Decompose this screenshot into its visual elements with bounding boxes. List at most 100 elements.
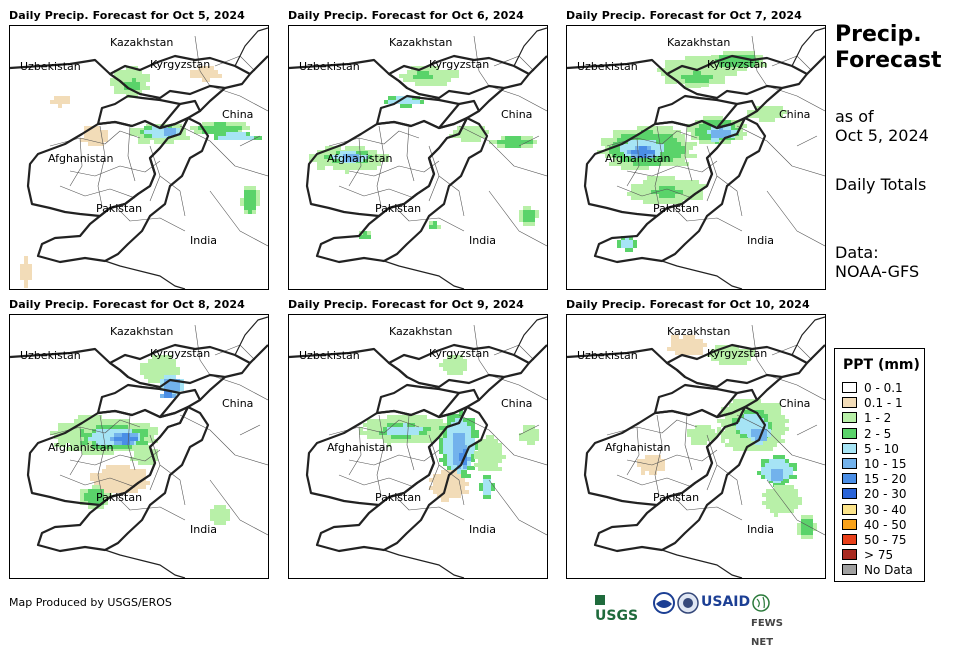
precip-cell	[755, 429, 759, 433]
precip-cell	[771, 114, 775, 118]
precip-cell	[172, 375, 176, 379]
precip-cell	[725, 415, 729, 419]
precip-cell	[782, 509, 786, 513]
precip-cell	[427, 439, 431, 443]
precip-cell	[617, 158, 621, 162]
precip-cell	[114, 481, 118, 485]
precip-cell	[441, 482, 445, 486]
precip-cell	[449, 449, 453, 453]
precip-cell	[721, 423, 725, 427]
precip-cell	[58, 435, 62, 439]
precip-cell	[359, 427, 363, 431]
precip-cell	[620, 156, 624, 160]
precip-cell	[809, 515, 813, 519]
precip-cell	[605, 138, 609, 142]
precip-cell	[112, 429, 116, 433]
legend-label: 40 - 50	[864, 517, 907, 532]
precip-cell	[659, 194, 663, 198]
precip-cell	[186, 136, 190, 140]
precip-cell	[781, 439, 785, 443]
precip-cell	[691, 132, 695, 136]
precip-cell	[371, 431, 375, 435]
precip-cell	[727, 120, 731, 124]
precip-cell	[453, 453, 457, 457]
precip-cell	[755, 441, 759, 445]
precip-cell	[741, 443, 745, 447]
precip-cell	[689, 64, 693, 68]
precip-cell	[240, 202, 244, 206]
precip-cell	[747, 55, 751, 59]
precip-cell	[399, 431, 403, 435]
precip-cell	[431, 439, 435, 443]
precip-cell	[244, 194, 248, 198]
precip-cell	[523, 214, 527, 218]
precip-cell	[375, 419, 379, 423]
precip-cell	[767, 433, 771, 437]
precip-cell	[449, 482, 453, 486]
precip-cell	[760, 410, 764, 414]
precip-cell	[341, 166, 345, 170]
precip-cell	[134, 477, 138, 481]
precip-cell	[340, 159, 344, 163]
legend-item: 30 - 40	[842, 503, 907, 517]
precip-cell	[805, 535, 809, 539]
precip-cell	[152, 379, 156, 383]
precip-cell	[695, 124, 699, 128]
precip-cell	[348, 151, 352, 155]
precip-cell	[677, 75, 681, 79]
legend-label: 0.1 - 1	[864, 396, 903, 411]
precip-cell	[744, 422, 748, 426]
precip-cell	[218, 517, 222, 521]
precip-cell	[482, 459, 486, 463]
precip-cell	[745, 399, 749, 403]
precip-cell	[689, 60, 693, 64]
precip-cell	[691, 180, 695, 184]
precip-cell	[651, 200, 655, 204]
precip-cell	[661, 463, 665, 467]
precip-cell	[104, 134, 108, 138]
precip-cell	[443, 70, 447, 74]
precip-cell	[663, 186, 667, 190]
precip-cell	[164, 128, 168, 132]
precip-cell	[675, 190, 679, 194]
precip-cell	[248, 190, 252, 194]
precip-cell	[202, 78, 206, 82]
precip-cell	[669, 162, 673, 166]
precip-cell	[431, 419, 435, 423]
precip-cell	[762, 493, 766, 497]
precip-cell	[373, 166, 377, 170]
precip-cell	[761, 403, 765, 407]
precip-cell	[403, 427, 407, 431]
precip-cell	[751, 63, 755, 67]
precip-cell	[786, 497, 790, 501]
precip-cell	[641, 126, 645, 130]
legend-item: 10 - 15	[842, 458, 907, 471]
precip-cell	[683, 184, 687, 188]
precip-cell	[198, 66, 202, 70]
precip-cell	[395, 435, 399, 439]
precip-cell	[74, 435, 78, 439]
precip-cell	[144, 433, 148, 437]
precip-cell	[778, 505, 782, 509]
precip-cell	[629, 166, 633, 170]
precip-cell	[737, 411, 741, 415]
precip-cell	[781, 423, 785, 427]
precip-cell	[457, 441, 461, 445]
precip-cell	[773, 427, 777, 431]
precip-cell	[453, 461, 457, 465]
precip-cell	[174, 136, 178, 140]
precip-cell	[740, 422, 744, 426]
precip-cell	[624, 148, 628, 152]
precip-cell	[770, 497, 774, 501]
precip-cell	[669, 64, 673, 68]
precip-cell	[723, 126, 727, 130]
precip-cell	[447, 422, 451, 426]
precip-cell	[130, 423, 134, 427]
precip-cell	[142, 473, 146, 477]
precip-cell	[717, 80, 721, 84]
precip-cell	[445, 494, 449, 498]
map-svg: Kazakhstan Uzbekistan Kyrgyzstan China A…	[10, 27, 268, 289]
precip-cell	[687, 335, 691, 339]
precip-cell	[244, 202, 248, 206]
precip-cell	[486, 455, 490, 459]
